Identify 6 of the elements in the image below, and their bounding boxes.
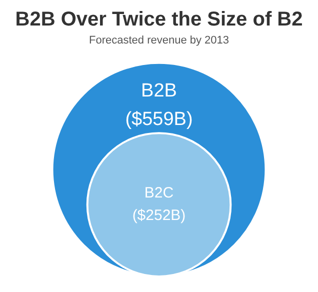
text: B2B Over Twice the Size of B2	[15, 8, 303, 31]
text: Forecasted revenue by 2013	[88, 34, 230, 47]
data-label: ($559B)	[125, 109, 193, 130]
category-label: B2C	[144, 184, 174, 202]
category-label: B2B	[141, 80, 177, 102]
data-label: ($252B)	[132, 207, 186, 224]
